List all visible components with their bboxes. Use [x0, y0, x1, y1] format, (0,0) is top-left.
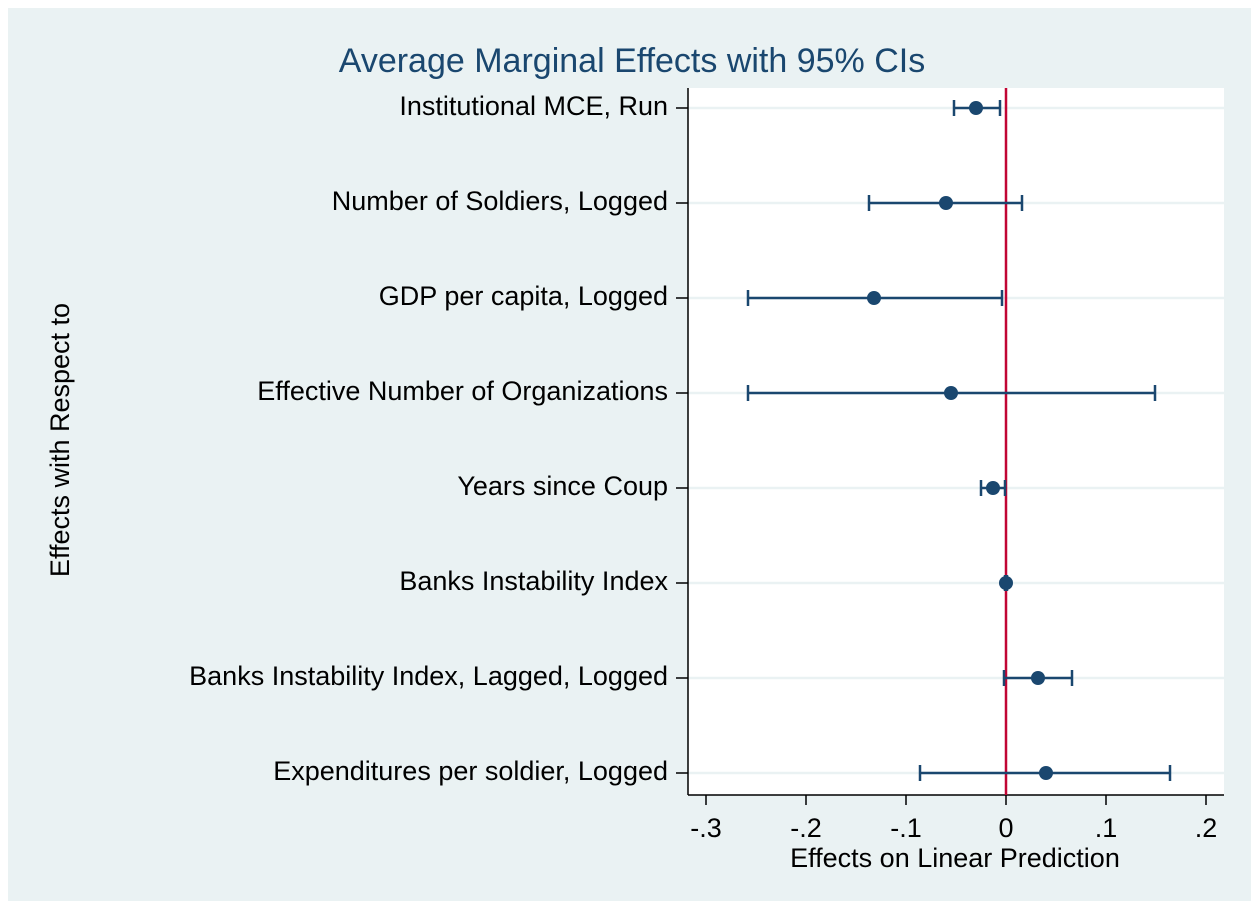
x-tick-label: -.3: [690, 813, 722, 843]
point-estimate: [944, 386, 958, 400]
plot-area: [688, 88, 1224, 795]
x-tick-label: -.2: [790, 813, 822, 843]
y-tick-label: Years since Coup: [457, 471, 668, 501]
point-estimate: [939, 196, 953, 210]
y-tick-label: Number of Soldiers, Logged: [332, 186, 668, 216]
point-estimate: [986, 481, 1000, 495]
point-estimate: [999, 576, 1013, 590]
point-estimate: [1039, 766, 1053, 780]
y-tick-label: GDP per capita, Logged: [379, 281, 668, 311]
y-axis-title: Effects with Respect to: [45, 303, 75, 577]
point-estimate: [867, 291, 881, 305]
x-axis-title: Effects on Linear Prediction: [790, 843, 1120, 873]
y-tick-label: Banks Instability Index, Lagged, Logged: [189, 661, 668, 691]
y-tick-label: Effective Number of Organizations: [257, 376, 668, 406]
point-estimate: [1031, 671, 1045, 685]
x-tick-label: .2: [1195, 813, 1218, 843]
point-estimate: [969, 101, 983, 115]
y-tick-label: Institutional MCE, Run: [399, 91, 668, 121]
x-tick-label: -.1: [890, 813, 922, 843]
y-tick-label: Banks Instability Index: [399, 566, 668, 596]
x-tick-label: .1: [1095, 813, 1118, 843]
y-tick-label: Expenditures per soldier, Logged: [273, 756, 668, 786]
x-tick-label: 0: [998, 813, 1013, 843]
chart-title: Average Marginal Effects with 95% CIs: [339, 42, 925, 80]
